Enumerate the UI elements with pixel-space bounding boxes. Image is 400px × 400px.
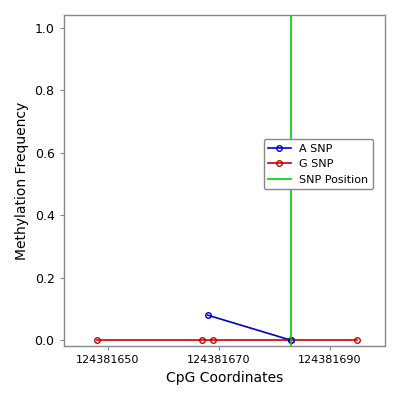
- Legend: A SNP, G SNP, SNP Position: A SNP, G SNP, SNP Position: [264, 139, 373, 189]
- Y-axis label: Methylation Frequency: Methylation Frequency: [15, 102, 29, 260]
- X-axis label: CpG Coordinates: CpG Coordinates: [166, 371, 283, 385]
